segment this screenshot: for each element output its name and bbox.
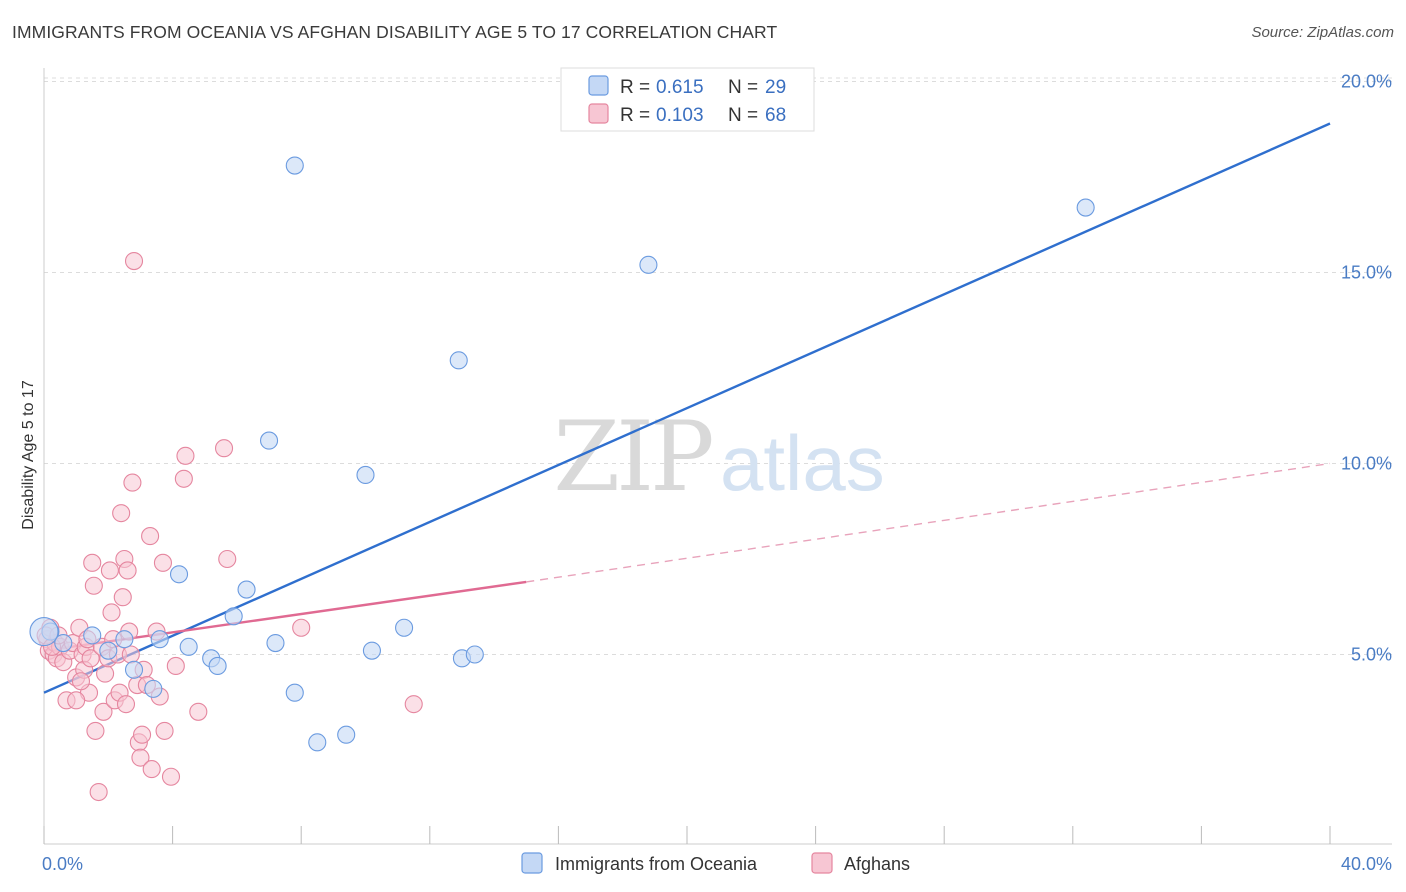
point-afghans [174,469,193,488]
legend-swatch-afghans [588,103,609,124]
point-afghans [161,767,181,786]
y-axis-label: Disability Age 5 to 17 [20,380,37,530]
point-oceania [237,580,256,599]
point-afghans [133,725,152,744]
point-oceania [169,565,189,584]
legend-r-value-2: 0.103 [656,105,704,126]
point-oceania [285,683,304,702]
point-afghans [100,561,119,580]
point-oceania [179,637,198,656]
point-afghans [155,721,174,740]
point-afghans [124,251,144,271]
legend-r-label-2: R = [620,105,650,126]
point-oceania [99,641,118,660]
watermark-atlas: atlas [720,419,885,507]
point-oceania [259,431,279,450]
point-oceania [144,679,163,698]
y-tick-label: 20.0% [1341,72,1392,92]
x-tick-label: 40.0% [1341,854,1392,874]
point-afghans [112,504,131,523]
point-afghans [141,527,160,546]
point-afghans [71,672,91,691]
point-oceania [362,641,381,660]
legend-n-value-1: 29 [765,77,786,98]
point-oceania [29,617,59,647]
point-oceania [639,255,658,274]
point-afghans [214,439,234,458]
tick-labels: 5.0% 10.0% 15.0% 20.0% 0.0% 40.0% [42,72,1392,875]
y-tick-label: 5.0% [1351,645,1392,665]
watermark-zip: ZIP [553,401,712,513]
point-afghans [189,702,208,721]
series-legend: Immigrants from Oceania Afghans [521,852,910,874]
point-afghans [153,553,173,572]
legend-r-label-1: R = [620,77,650,98]
watermark: ZIP atlas [553,401,884,513]
point-afghans [142,760,161,779]
point-oceania [208,656,227,676]
series-name-oceania: Immigrants from Oceania [555,854,758,874]
point-afghans [131,748,150,767]
point-afghans [84,576,103,595]
point-afghans [123,473,142,492]
x-tick-label: 0.0% [42,854,83,874]
point-afghans [96,664,115,683]
point-afghans [166,656,185,676]
axes [43,68,1392,845]
point-afghans [404,695,423,714]
legend-n-value-2: 68 [765,105,786,126]
legend-swatch-oceania [588,75,609,96]
series-swatch-afghans [811,852,833,874]
legend-r-value-1: 0.615 [656,77,704,98]
point-oceania [465,645,484,664]
point-oceania [395,618,414,637]
point-afghans [118,561,137,580]
point-afghans [89,782,108,802]
point-afghans [113,588,132,607]
point-afghans [102,603,121,622]
correlation-legend: R = 0.615 N = 29 R = 0.103 N = 68 [560,67,815,132]
trend-line-oceania [43,122,1331,694]
point-afghans [121,645,140,664]
point-afghans [292,618,311,637]
point-afghans [116,695,136,714]
point-afghans [94,702,113,721]
point-oceania [449,351,468,370]
point-oceania [308,733,327,752]
point-afghans [81,649,100,668]
point-oceania [356,465,375,485]
point-afghans [67,691,86,710]
point-afghans [86,721,105,740]
point-oceania [285,156,304,175]
point-oceania [337,725,356,744]
point-oceania [54,633,73,653]
point-oceania [124,660,144,679]
y-tick-label: 10.0% [1341,454,1392,474]
trend-line-afghans-extension [526,462,1331,583]
data-points [29,156,1095,802]
point-oceania [224,607,243,626]
series-name-afghans: Afghans [844,854,910,874]
grid-lines [44,77,1392,655]
point-oceania [115,630,134,649]
legend-n-label-2: N = [728,105,758,126]
legend-n-label-1: N = [728,77,758,98]
point-oceania [83,626,102,645]
point-afghans [176,446,195,465]
point-oceania [266,633,285,653]
point-oceania [1076,198,1095,217]
chart-title: IMMIGRANTS FROM OCEANIA VS AFGHAN DISABI… [12,22,778,42]
source-credit: Source: ZipAtlas.com [1251,24,1394,41]
point-afghans [83,553,102,572]
point-afghans [218,549,237,569]
trend-lines [43,122,1331,694]
y-tick-label: 15.0% [1341,263,1392,283]
point-oceania [150,630,169,649]
series-swatch-oceania [521,852,543,874]
